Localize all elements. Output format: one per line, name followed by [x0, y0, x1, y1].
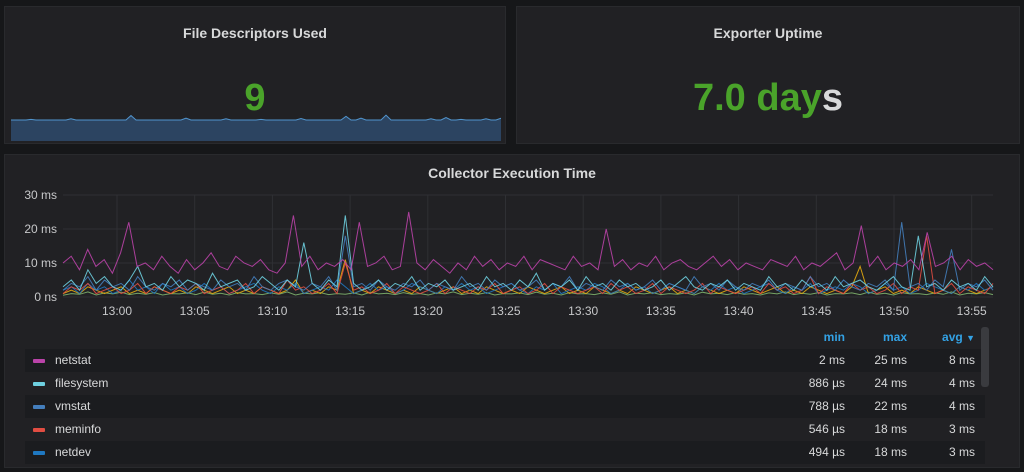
legend-min-value: 2 ms	[818, 353, 845, 367]
file-descriptors-value: 9	[244, 77, 266, 119]
series-color-swatch[interactable]	[33, 382, 45, 386]
file-descriptors-panel[interactable]: File Descriptors Used 9	[4, 6, 506, 144]
series-line-netstat	[62, 211, 994, 275]
legend-row-filesystem[interactable]: filesystem 886 µs 24 ms 4 ms	[25, 372, 985, 395]
legend-min-value: 886 µs	[808, 376, 845, 390]
legend-min-value: 546 µs	[808, 422, 845, 436]
series-color-swatch[interactable]	[33, 451, 45, 455]
legend-avg-value: 8 ms	[948, 353, 975, 367]
exporter-uptime-panel[interactable]: Exporter Uptime 7.0 days	[516, 6, 1020, 144]
legend-scrollbar[interactable]	[981, 327, 989, 387]
series-color-swatch[interactable]	[33, 405, 45, 409]
x-tick-label: 13:50	[879, 304, 909, 318]
x-tick-label: 13:45	[801, 304, 831, 318]
legend-row-netstat[interactable]: netstat 2 ms 25 ms 8 ms	[25, 349, 985, 372]
legend-avg-value: 3 ms	[948, 422, 975, 436]
x-tick-label: 13:00	[102, 304, 132, 318]
y-tick-label: 10 ms	[24, 256, 57, 270]
x-tick-label: 13:10	[257, 304, 287, 318]
legend-min-value: 788 µs	[808, 399, 845, 413]
series-line-filesystem	[62, 215, 994, 292]
uptime-value: 7.0 days	[517, 77, 1019, 120]
legend-header-min[interactable]: min	[823, 330, 845, 344]
y-tick-label: 0 ns	[34, 290, 57, 304]
series-name[interactable]: meminfo	[55, 422, 102, 436]
series-line-vmstat	[62, 222, 994, 292]
panel-title[interactable]: File Descriptors Used	[183, 25, 327, 41]
series-line-other-2	[62, 291, 994, 296]
legend-header-avg-label: avg	[942, 330, 963, 344]
legend-min-value: 494 µs	[808, 445, 845, 459]
x-tick-label: 13:25	[490, 304, 520, 318]
legend-max-value: 18 ms	[874, 422, 907, 436]
series-line-meminfo	[62, 235, 994, 295]
series-name[interactable]: vmstat	[55, 399, 91, 413]
file-descriptors-sparkline	[11, 114, 501, 141]
series-color-swatch[interactable]	[33, 359, 45, 363]
panel-title[interactable]: Exporter Uptime	[713, 25, 823, 41]
series-group	[62, 211, 994, 296]
uptime-number: 7.0 day	[692, 77, 822, 119]
x-tick-label: 13:05	[180, 304, 210, 318]
series-color-swatch[interactable]	[33, 428, 45, 432]
sparkline-line	[11, 114, 501, 121]
x-tick-label: 13:15	[335, 304, 365, 318]
x-tick-label: 13:55	[957, 304, 987, 318]
legend-avg-value: 3 ms	[948, 445, 975, 459]
caret-down-icon: ▼	[966, 333, 975, 343]
x-tick-label: 13:35	[646, 304, 676, 318]
legend-max-value: 22 ms	[874, 399, 907, 413]
legend-row-netdev[interactable]: netdev 494 µs 18 ms 3 ms	[25, 441, 985, 464]
x-tick-label: 13:40	[724, 304, 754, 318]
legend-avg-value: 4 ms	[948, 376, 975, 390]
series-name[interactable]: netdev	[55, 445, 92, 459]
series-name[interactable]: netstat	[55, 353, 92, 367]
x-tick-label: 13:30	[568, 304, 598, 318]
legend-max-value: 24 ms	[874, 376, 907, 390]
legend-header-avg[interactable]: avg ▼	[905, 330, 975, 344]
legend-max-value: 18 ms	[874, 445, 907, 459]
legend-avg-value: 4 ms	[948, 399, 975, 413]
legend-row-meminfo[interactable]: meminfo 546 µs 18 ms 3 ms	[25, 418, 985, 441]
execution-time-chart[interactable]: 30 ms 20 ms 10 ms 0 ns 13:00 13:05 13:10 13:15 1…	[5, 155, 1021, 330]
legend-table: min max avg ▼ netstat 2 ms 25 ms 8 ms filesy…	[25, 326, 985, 464]
y-tick-label: 20 ms	[24, 222, 57, 236]
legend-row-vmstat[interactable]: vmstat 788 µs 22 ms 4 ms	[25, 395, 985, 418]
series-name[interactable]: filesystem	[55, 376, 109, 390]
legend-header-max[interactable]: max	[882, 330, 907, 344]
panel-title[interactable]: Collector Execution Time	[428, 165, 596, 181]
y-tick-label: 30 ms	[24, 188, 57, 202]
uptime-unit: s	[821, 77, 843, 119]
legend-max-value: 25 ms	[874, 353, 907, 367]
sparkline-area	[11, 115, 501, 141]
collector-execution-time-panel[interactable]: 30 ms 20 ms 10 ms 0 ns 13:00 13:05 13:10 13:15 1…	[4, 154, 1020, 468]
legend-header: min max avg ▼	[25, 326, 985, 349]
x-tick-label: 13:20	[413, 304, 443, 318]
